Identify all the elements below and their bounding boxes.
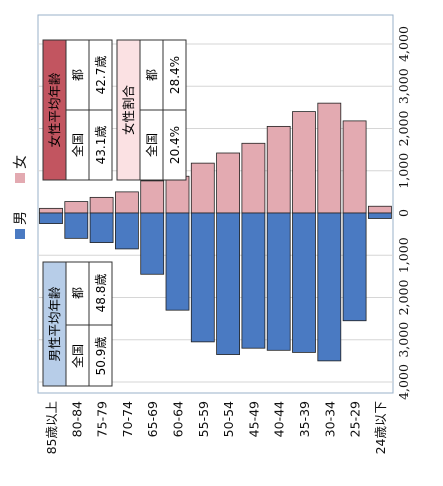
female-age-national-value: 43.1歳 — [94, 126, 108, 165]
legend-label-male: 男 — [13, 211, 29, 225]
bar-female — [342, 120, 367, 214]
male-average-age-box: 男性平均年齢 全国 50.9歳 都 48.8歳 — [42, 261, 113, 387]
bar-female — [317, 102, 342, 214]
category-labels: 85歳以上 80-84 75-79 70-74 65-69 60-64 55-59 50-54… — [44, 401, 388, 454]
value-tick-label: 2,000 — [396, 280, 411, 316]
male-age-national-label: 全国 — [70, 344, 85, 368]
female-average-age-box: 女性平均年齢 全国 43.1歳 都 42.7歳 — [42, 39, 113, 181]
bar-male — [367, 212, 392, 219]
bar-male — [89, 212, 114, 243]
bar-female — [292, 111, 316, 214]
value-tick-label: 4,000 — [396, 364, 411, 400]
value-tick-label: 0 — [396, 209, 411, 217]
category-label: 55-59 — [196, 401, 211, 437]
category-label: 65-69 — [145, 401, 160, 437]
category-label: 75-79 — [95, 401, 110, 437]
bar-male — [266, 212, 291, 351]
female-age-tokyo-value: 42.7歳 — [94, 56, 108, 95]
male-age-title: 男性平均年齢 — [47, 286, 62, 362]
bar-male — [317, 212, 342, 362]
bar-male — [342, 212, 367, 322]
male-age-national-value: 50.9歳 — [94, 337, 108, 376]
bar-female — [89, 196, 114, 214]
female-ratio-box: 女性割合 全国 20.4% 都 28.4% — [116, 39, 187, 181]
category-label: 35-39 — [297, 401, 312, 437]
female-ratio-tokyo-value: 28.4% — [168, 56, 182, 94]
bar-female — [266, 125, 291, 214]
bar-female — [115, 191, 139, 214]
bar-female — [64, 201, 89, 214]
female-age-title: 女性平均年齢 — [47, 72, 62, 148]
bar-male — [165, 212, 190, 311]
bar-male — [115, 212, 139, 250]
bar-male — [64, 212, 89, 239]
female-age-tokyo-label: 都 — [71, 69, 85, 81]
bar-female — [140, 180, 165, 214]
bar-male — [241, 212, 266, 349]
value-tick-label: 2,000 — [396, 111, 411, 147]
female-ratio-title: 女性割合 — [121, 85, 136, 136]
bar-female — [39, 207, 63, 214]
category-label: 24歳以下 — [373, 401, 388, 454]
value-tick-label: 1,000 — [396, 237, 411, 273]
bar-female — [241, 142, 266, 214]
category-label: 85歳以上 — [44, 401, 59, 454]
value-tick-label: 3,000 — [396, 322, 411, 358]
female-ratio-tokyo-label: 都 — [145, 69, 159, 81]
legend: 男 女 — [12, 155, 29, 239]
value-tick-label: 3,000 — [396, 68, 411, 104]
category-label: 40-44 — [272, 401, 287, 437]
male-age-tokyo-value: 48.8歳 — [94, 274, 108, 313]
category-label: 45-49 — [246, 401, 261, 437]
bar-male — [190, 212, 215, 343]
bars — [39, 102, 392, 362]
legend-swatch-male — [15, 229, 25, 239]
bar-male — [140, 212, 165, 275]
value-tick-labels: 4,000 3,000 2,000 1,000 0 1,000 2,000 3,000 4,00… — [396, 26, 411, 400]
female-ratio-national-value: 20.4% — [168, 126, 182, 164]
value-tick-label: 4,000 — [396, 26, 411, 62]
male-age-tokyo-label: 都 — [71, 287, 85, 299]
category-label: 25-29 — [348, 401, 363, 437]
legend-label-female: 女 — [12, 155, 29, 169]
bar-male — [39, 212, 63, 224]
category-label: 70-74 — [120, 401, 135, 437]
category-label: 60-64 — [171, 401, 186, 437]
category-label: 50-54 — [221, 401, 236, 437]
legend-swatch-female — [15, 173, 25, 183]
female-ratio-national-label: 全国 — [144, 133, 159, 157]
bar-male — [216, 212, 241, 355]
bar-male — [292, 212, 316, 353]
female-age-national-label: 全国 — [70, 133, 85, 157]
value-tick-label: 1,000 — [396, 153, 411, 189]
category-label: 30-34 — [322, 401, 337, 437]
category-label: 80-84 — [69, 401, 84, 437]
bar-female — [165, 175, 190, 214]
bar-female — [367, 205, 392, 214]
bar-female — [216, 152, 241, 214]
bar-female — [190, 162, 215, 214]
